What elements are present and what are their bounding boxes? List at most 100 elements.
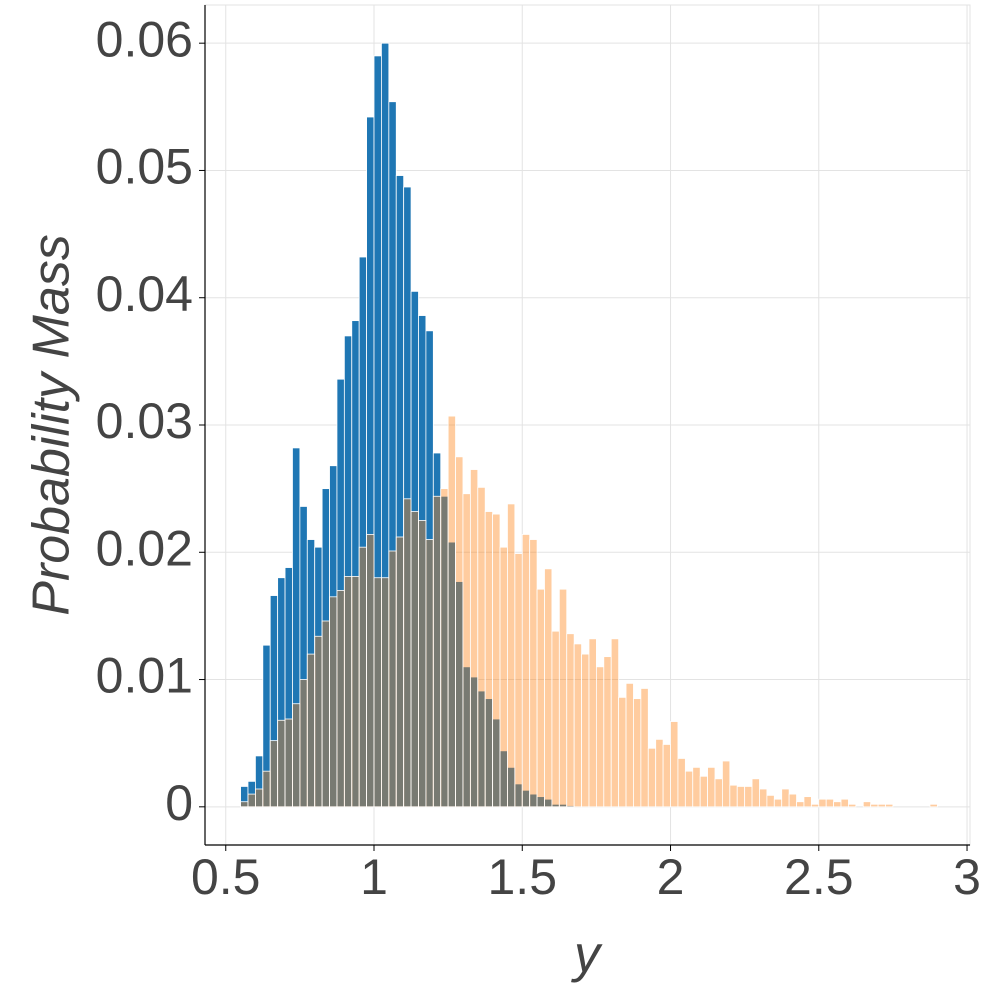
- histogram-bar: [462, 493, 471, 808]
- histogram-bar: [388, 550, 397, 808]
- histogram-bar: [418, 520, 427, 808]
- x-axis-label: y: [571, 926, 603, 984]
- y-tick-label: 0.02: [96, 520, 193, 576]
- histogram-bar: [595, 666, 605, 808]
- histogram-bar: [343, 576, 353, 808]
- histogram-bar: [647, 747, 657, 808]
- y-tick-label: 0.03: [96, 393, 193, 449]
- histogram-bar: [885, 803, 894, 808]
- histogram-bar: [877, 803, 886, 808]
- histogram-bar: [684, 770, 694, 808]
- histogram-bar: [240, 801, 249, 808]
- histogram-bar: [395, 536, 405, 808]
- histogram-bar: [262, 770, 271, 808]
- y-tick-label: 0: [165, 775, 193, 831]
- histogram-bar: [714, 778, 723, 808]
- histogram-bar: [618, 696, 627, 808]
- histogram-bar: [744, 786, 753, 808]
- histogram-bar: [507, 503, 516, 808]
- x-tick-label: 2: [657, 849, 685, 905]
- histogram-bar: [551, 630, 560, 808]
- y-tick-label: 0.05: [96, 139, 193, 195]
- histogram-bar: [699, 775, 708, 808]
- histogram-bar: [381, 577, 390, 808]
- bars: [240, 42, 938, 808]
- histogram-bar: [810, 803, 820, 808]
- histogram-bar: [929, 803, 938, 808]
- histogram-bar: [633, 698, 642, 808]
- histogram-bar: [536, 588, 545, 808]
- y-tick-label: 0.01: [96, 648, 193, 704]
- histogram-bar: [729, 784, 738, 808]
- histogram-bar: [581, 653, 590, 808]
- histogram-bar: [477, 486, 486, 808]
- histogram-bar: [484, 511, 494, 808]
- x-tick-label: 0.5: [191, 849, 261, 905]
- histogram-bar: [366, 534, 375, 808]
- histogram-bar: [781, 788, 790, 808]
- histogram-bar: [544, 568, 553, 808]
- histogram-bar: [803, 796, 812, 808]
- x-tick-label: 2.5: [784, 849, 854, 905]
- x-tick-label: 1.5: [488, 849, 558, 905]
- histogram-bar: [529, 539, 538, 808]
- histogram-bar: [573, 643, 582, 808]
- histogram-bar: [255, 788, 264, 808]
- histogram-bar: [833, 801, 842, 808]
- histogram-bar: [655, 738, 664, 808]
- histogram-bar: [588, 638, 597, 808]
- histogram-bar: [722, 760, 731, 808]
- histogram-bar: [403, 498, 412, 808]
- histogram-bar: [625, 682, 634, 808]
- histogram-bar: [796, 801, 805, 808]
- histogram-bar: [499, 546, 508, 808]
- histogram-bar: [351, 576, 360, 808]
- histogram-bar: [269, 740, 279, 808]
- y-axis-label: Probability Mass: [23, 234, 81, 615]
- histogram-bar: [447, 415, 456, 808]
- histogram-bar: [759, 788, 768, 808]
- histogram-bar: [662, 744, 671, 808]
- histogram-bar: [455, 456, 464, 808]
- histogram-bar: [603, 656, 612, 808]
- axes: [199, 5, 970, 851]
- histogram-bar: [432, 495, 442, 808]
- histogram-bar: [818, 798, 827, 808]
- histogram-bar: [788, 793, 797, 808]
- histogram-bar: [751, 778, 760, 808]
- histogram-bar: [492, 513, 501, 808]
- histogram-bar: [521, 534, 531, 808]
- histogram-bar: [306, 653, 316, 808]
- histogram-bar: [321, 620, 330, 808]
- histogram-bar: [440, 488, 449, 808]
- histogram-bar: [277, 719, 286, 808]
- histogram-bar: [336, 590, 345, 808]
- histogram-bar: [870, 803, 879, 808]
- histogram-bar: [610, 638, 620, 808]
- histogram-bar: [469, 469, 479, 808]
- histogram-bar: [425, 539, 434, 808]
- histogram-bar: [284, 718, 293, 808]
- histogram-bar: [558, 588, 568, 808]
- histogram-bar: [848, 803, 857, 808]
- histogram-bar: [862, 801, 872, 808]
- y-tick-label: 0.04: [96, 266, 193, 322]
- histogram-bar: [514, 553, 523, 808]
- histogram-bar: [247, 793, 256, 808]
- histogram-bar: [840, 798, 849, 808]
- histogram-bar: [640, 688, 649, 808]
- histogram-bar: [766, 794, 775, 808]
- histogram-bar: [373, 577, 382, 808]
- histogram-bar: [707, 766, 716, 808]
- x-tick-label: 3: [953, 849, 981, 905]
- histogram-bar: [358, 546, 367, 808]
- histogram-bar: [825, 798, 835, 808]
- histogram-bar: [692, 766, 701, 808]
- histogram-bar: [292, 703, 301, 808]
- histogram-bar: [299, 679, 308, 808]
- x-tick-label: 1: [360, 849, 388, 905]
- histogram-bar: [410, 511, 419, 808]
- histogram-bar: [566, 633, 575, 808]
- y-tick-label: 0.06: [96, 11, 193, 67]
